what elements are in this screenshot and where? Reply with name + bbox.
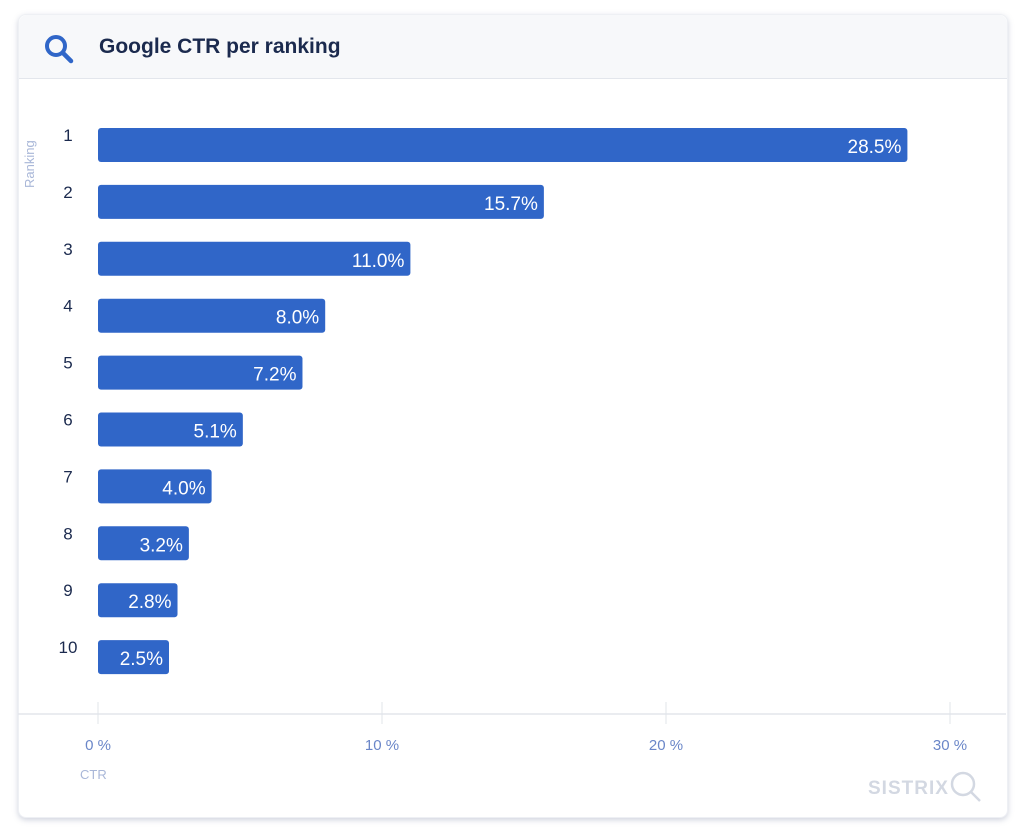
bar	[98, 412, 243, 447]
sistrix-logo: SISTRIX	[868, 770, 983, 804]
logo-magnifier-icon	[950, 771, 981, 802]
bar	[98, 128, 908, 162]
bar	[98, 241, 411, 276]
bar	[98, 640, 169, 675]
y-tick-label: 8	[63, 524, 72, 543]
bar-data-label: 7.2%	[253, 365, 296, 386]
y-tick-label: 3	[63, 240, 72, 259]
bar-data-label: 11.0%	[352, 251, 405, 272]
bar-data-label: 5.1%	[194, 422, 237, 443]
bar	[98, 469, 212, 504]
x-tick-label: 10 %	[365, 737, 399, 754]
y-tick-label: 4	[63, 297, 72, 316]
y-tick-label: 7	[63, 467, 72, 486]
bar-data-label: 3.2%	[140, 535, 183, 556]
y-tick-label: 1	[63, 126, 72, 145]
x-tick-label: 30 %	[933, 737, 967, 754]
card-header: Google CTR per ranking	[19, 15, 1007, 79]
search-icon	[45, 35, 74, 64]
bar	[98, 184, 544, 219]
bar-data-label: 15.7%	[484, 194, 538, 215]
bar-data-label: 2.5%	[120, 649, 163, 670]
bar	[98, 583, 178, 618]
bar	[98, 298, 326, 333]
bar-data-label: 28.5%	[848, 137, 902, 158]
x-axis-label: CTR	[80, 767, 107, 782]
y-tick-label: 2	[63, 183, 72, 202]
bar-data-label: 8.0%	[276, 308, 319, 329]
x-tick-label: 0 %	[85, 737, 111, 754]
x-tick-label: 20 %	[649, 737, 683, 754]
bar	[98, 526, 189, 561]
y-tick-label: 6	[63, 411, 72, 430]
bar-data-label: 2.8%	[128, 592, 171, 613]
bar-data-label: 4.0%	[162, 478, 205, 499]
bar	[98, 355, 303, 390]
y-tick-label: 10	[59, 638, 78, 657]
y-tick-label: 9	[63, 581, 72, 600]
y-tick-label: 5	[63, 354, 72, 373]
chart-title: Google CTR per ranking	[99, 35, 341, 58]
